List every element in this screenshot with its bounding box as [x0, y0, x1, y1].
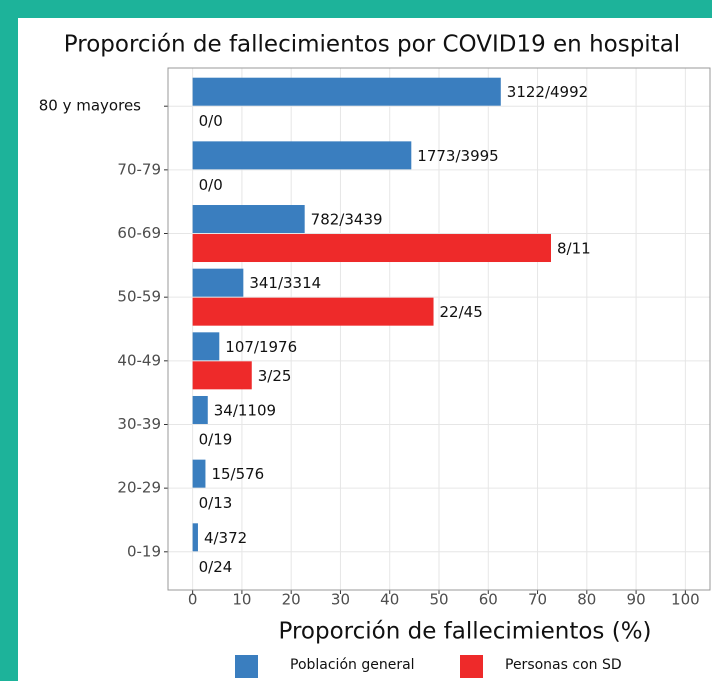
value-label: 1773/3995: [417, 147, 498, 165]
value-label: 34/1109: [214, 401, 276, 419]
bar: [192, 141, 412, 170]
legend-label: Población general: [290, 657, 415, 673]
bar: [192, 297, 434, 326]
panel-background: [18, 18, 712, 681]
x-tick-label: 0: [188, 591, 198, 609]
x-tick-label: 90: [627, 591, 646, 609]
y-tick-label: 70-79: [117, 160, 161, 178]
bar: [192, 395, 208, 424]
bar: [192, 268, 244, 297]
bar: [192, 77, 501, 106]
legend-swatch: [235, 655, 258, 678]
value-label: 0/24: [199, 558, 233, 576]
value-label: 3122/4992: [507, 83, 588, 101]
y-tick-label: 80 y mayores: [39, 97, 141, 115]
y-tick-label: 30-39: [117, 415, 161, 433]
x-tick-label: 100: [671, 591, 700, 609]
value-label: 782/3439: [311, 211, 383, 229]
x-tick-label: 40: [380, 591, 399, 609]
x-tick-label: 50: [429, 591, 448, 609]
bar: [192, 205, 305, 234]
value-label: 0/13: [199, 494, 233, 512]
bar: [192, 234, 551, 263]
value-label: 107/1976: [225, 338, 297, 356]
bar: [192, 361, 252, 390]
value-label: 15/576: [211, 465, 264, 483]
y-tick-label: 60-69: [117, 224, 161, 242]
x-tick-label: 80: [577, 591, 596, 609]
x-tick-label: 60: [479, 591, 498, 609]
y-tick-label: 40-49: [117, 351, 161, 369]
value-label: 22/45: [440, 303, 483, 321]
value-label: 341/3314: [249, 274, 321, 292]
bar: [192, 523, 198, 552]
x-tick-label: 20: [282, 591, 301, 609]
x-axis-title: Proporción de fallecimientos (%): [278, 619, 651, 645]
plot-border: [167, 67, 711, 591]
y-tick-label: 50-59: [117, 288, 161, 306]
y-tick-label: 0-19: [127, 542, 161, 560]
x-tick-label: 30: [331, 591, 350, 609]
bar: [192, 332, 220, 361]
legend-label: Personas con SD: [505, 657, 622, 673]
x-tick-label: 10: [232, 591, 251, 609]
value-label: 0/0: [199, 176, 223, 194]
y-tick-label: 20-29: [117, 479, 161, 497]
value-label: 8/11: [557, 240, 591, 258]
value-label: 0/0: [199, 112, 223, 130]
bar: [192, 459, 206, 488]
value-label: 3/25: [258, 367, 292, 385]
legend-swatch: [460, 655, 483, 678]
value-label: 0/19: [199, 430, 233, 448]
chart-title: Proporción de fallecimientos por COVID19…: [64, 32, 680, 58]
x-tick-label: 70: [528, 591, 547, 609]
value-label: 4/372: [204, 529, 247, 547]
